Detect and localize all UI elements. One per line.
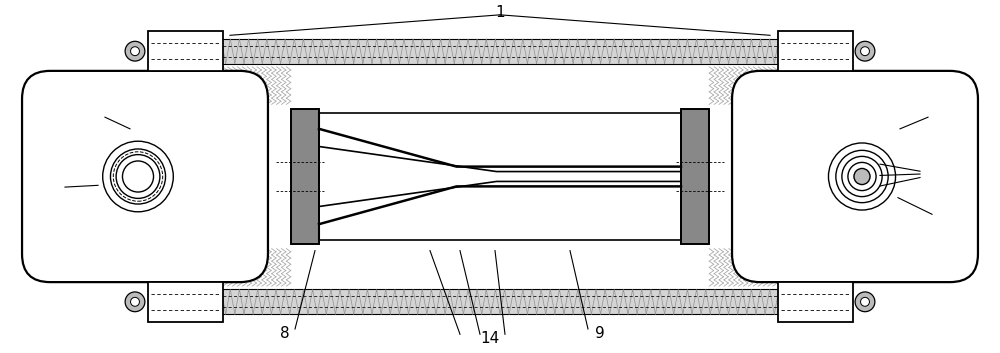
- Text: 8: 8: [280, 326, 290, 341]
- Text: 13: 13: [938, 107, 958, 122]
- Circle shape: [855, 292, 875, 312]
- Circle shape: [855, 41, 875, 61]
- Bar: [778, 31, 852, 71]
- Text: 14: 14: [480, 331, 500, 346]
- Bar: [319, 113, 681, 240]
- Bar: [148, 282, 222, 322]
- Circle shape: [125, 41, 145, 61]
- Text: 10: 10: [28, 180, 48, 195]
- Bar: [180, 39, 820, 64]
- Circle shape: [861, 47, 869, 56]
- Circle shape: [131, 297, 139, 306]
- Bar: [778, 282, 852, 322]
- FancyBboxPatch shape: [22, 71, 268, 282]
- Bar: [291, 109, 319, 244]
- Circle shape: [861, 297, 869, 306]
- Circle shape: [125, 292, 145, 312]
- Bar: [148, 31, 222, 71]
- Circle shape: [854, 168, 870, 185]
- Text: 1: 1: [495, 5, 505, 20]
- Text: 12: 12: [75, 107, 95, 122]
- Text: 9: 9: [595, 326, 605, 341]
- Circle shape: [131, 47, 139, 56]
- Text: 7: 7: [935, 167, 945, 182]
- Bar: [681, 109, 709, 244]
- FancyBboxPatch shape: [732, 71, 978, 282]
- Text: 11: 11: [940, 210, 960, 225]
- Bar: [180, 289, 820, 314]
